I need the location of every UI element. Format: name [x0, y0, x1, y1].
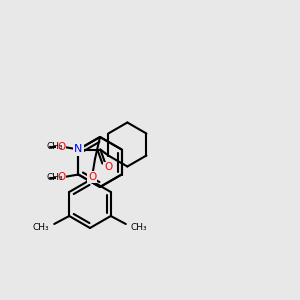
- Text: O: O: [104, 163, 112, 172]
- Text: O: O: [88, 172, 96, 182]
- Text: CH₃: CH₃: [46, 142, 63, 151]
- Text: O: O: [57, 142, 65, 152]
- Text: N: N: [74, 145, 82, 154]
- Text: CH₃: CH₃: [33, 223, 49, 232]
- Text: O: O: [57, 172, 65, 182]
- Text: CH₃: CH₃: [46, 173, 63, 182]
- Text: CH₃: CH₃: [131, 223, 147, 232]
